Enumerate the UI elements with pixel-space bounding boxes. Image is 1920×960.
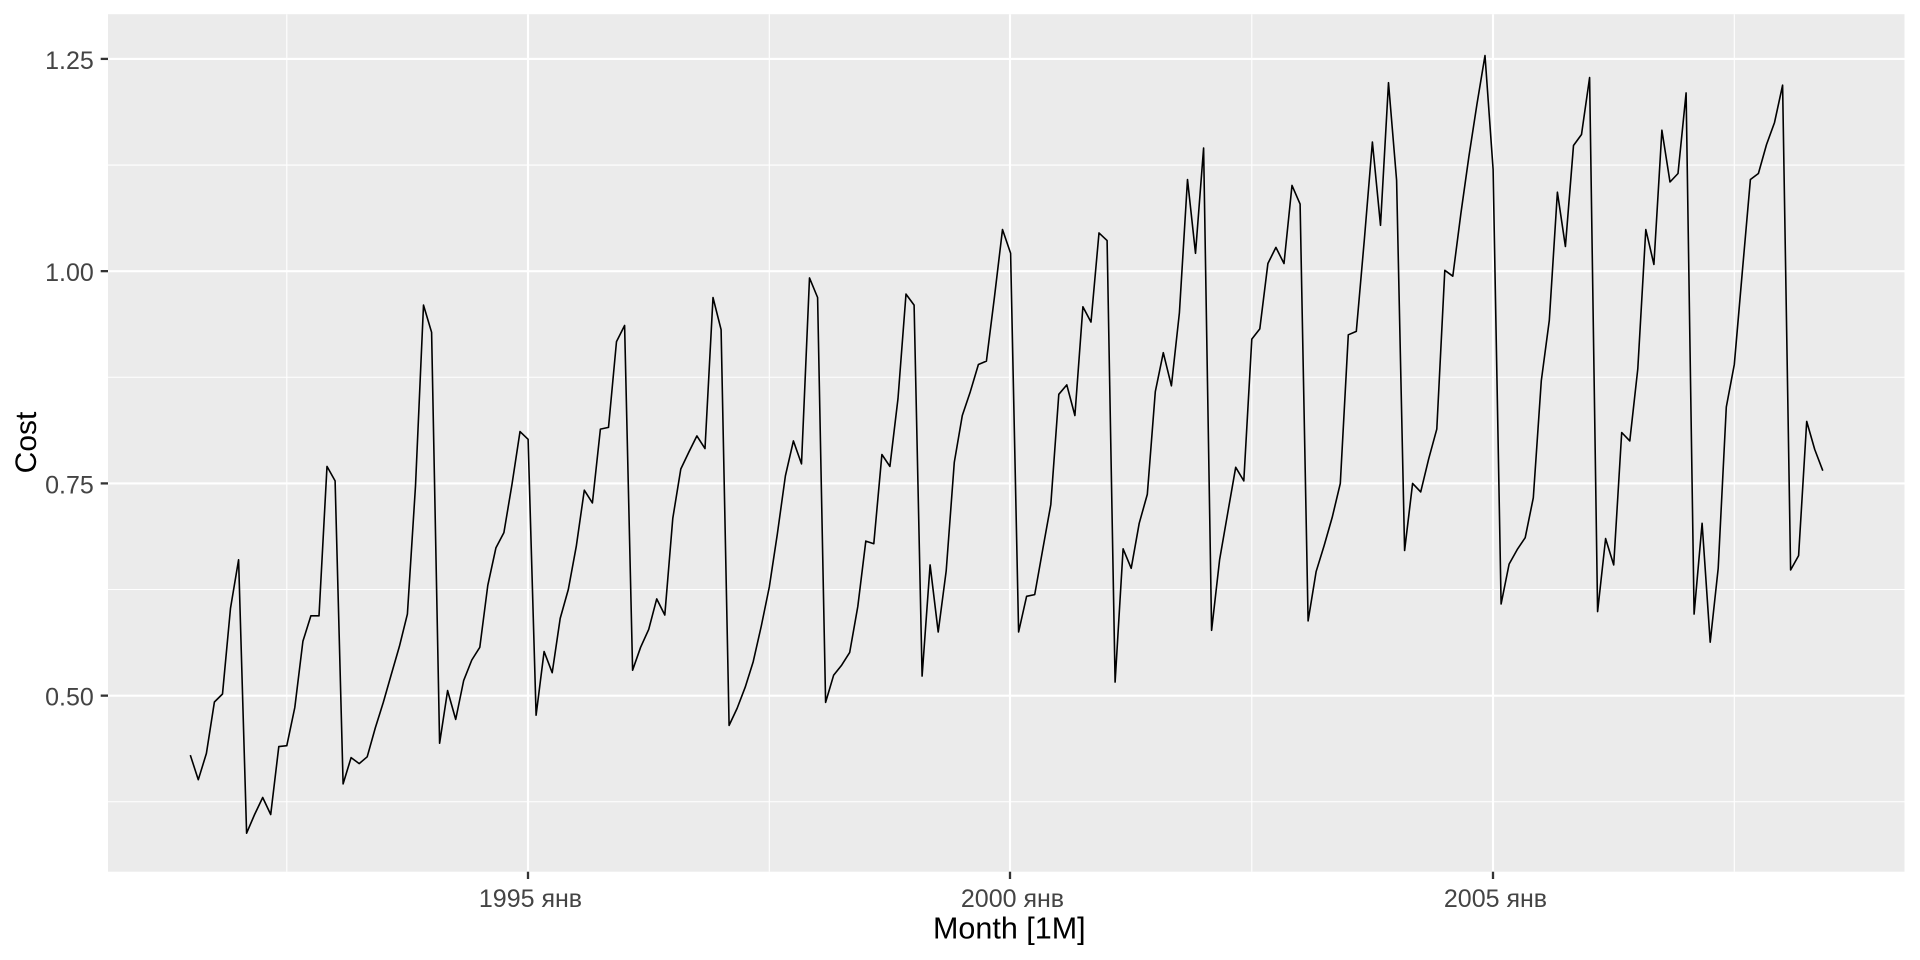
svg-text:2000 янв: 2000 янв [961,885,1064,913]
svg-text:1.00: 1.00 [45,259,94,287]
svg-text:1995 янв: 1995 янв [479,885,582,913]
svg-text:Month [1M]: Month [1M] [933,911,1086,945]
svg-text:0.75: 0.75 [45,471,94,499]
svg-text:Cost: Cost [10,411,43,473]
svg-text:0.50: 0.50 [45,684,94,712]
svg-text:2005 янв: 2005 янв [1444,885,1547,913]
svg-text:1.25: 1.25 [45,47,94,75]
